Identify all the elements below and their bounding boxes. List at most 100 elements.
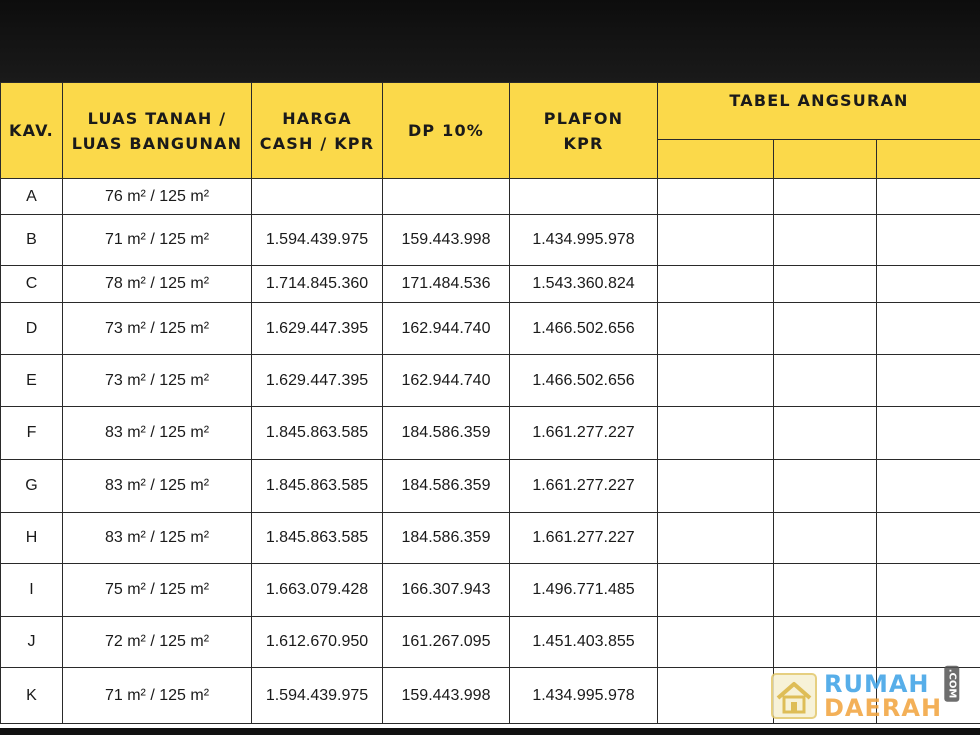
- cell-angsuran-1: [657, 616, 774, 668]
- cell-angsuran-3: [875, 265, 980, 303]
- header-luas-line2: LUAS BANGUNAN: [71, 133, 243, 153]
- watermark-logo: RUMAH DAERAH .COM: [770, 665, 970, 724]
- cell-kav: E: [0, 354, 63, 407]
- header-angsuran-sub-3: [875, 139, 980, 179]
- cell-harga: [251, 178, 383, 215]
- top-dark-band: [0, 0, 980, 82]
- header-luas: LUAS TANAH / LUAS BANGUNAN: [62, 82, 252, 179]
- header-angsuran-sub-1: [657, 139, 774, 179]
- cell-angsuran-3: [875, 459, 980, 513]
- cell-angsuran-1: [657, 302, 774, 355]
- price-table: KAV. LUAS TANAH / LUAS BANGUNAN HARGA CA…: [0, 82, 980, 724]
- cell-angsuran-2: [773, 512, 877, 564]
- cell-angsuran-1: [657, 214, 774, 266]
- table-row: H 83 m² / 125 m² 1.845.863.585 184.586.359 1…: [0, 512, 980, 564]
- cell-plafon: 1.661.277.227: [509, 459, 658, 513]
- house-icon: [771, 673, 817, 719]
- header-harga-line1: HARGA: [282, 108, 352, 128]
- cell-luas: 71 m² / 125 m²: [62, 667, 252, 724]
- cell-plafon: [509, 178, 658, 215]
- watermark-text: RUMAH DAERAH: [824, 672, 942, 720]
- header-angsuran-sub-2: [773, 139, 877, 179]
- cell-angsuran-1: [657, 563, 774, 617]
- cell-harga: 1.594.439.975: [251, 667, 383, 724]
- watermark-rumah: RUMAH: [824, 670, 930, 698]
- cell-angsuran-3: [875, 214, 980, 266]
- cell-harga: 1.629.447.395: [251, 354, 383, 407]
- table-row: I 75 m² / 125 m² 1.663.079.428 166.307.943 1…: [0, 563, 980, 617]
- price-sheet: KAV. LUAS TANAH / LUAS BANGUNAN HARGA CA…: [0, 82, 980, 728]
- cell-dp: 184.586.359: [382, 512, 510, 564]
- header-tabel-angsuran: TABEL ANGSURAN: [656, 82, 980, 140]
- cell-dp: [382, 178, 510, 215]
- cell-angsuran-2: [773, 302, 877, 355]
- header-harga: HARGA CASH / KPR: [251, 82, 383, 179]
- cell-harga: 1.845.863.585: [251, 406, 383, 460]
- table-body: A 76 m² / 125 m² B 71 m² / 125 m² 1.594.439.…: [0, 178, 980, 724]
- cell-dp: 162.944.740: [382, 302, 510, 355]
- cell-angsuran-2: [773, 214, 877, 266]
- cell-angsuran-2: [773, 406, 877, 460]
- cell-kav: H: [0, 512, 63, 564]
- cell-luas: 72 m² / 125 m²: [62, 616, 252, 668]
- cell-kav: G: [0, 459, 63, 513]
- cell-luas: 73 m² / 125 m²: [62, 302, 252, 355]
- table-row: C 78 m² / 125 m² 1.714.845.360 171.484.536 1…: [0, 265, 980, 303]
- cell-dp: 184.586.359: [382, 406, 510, 460]
- cell-plafon: 1.434.995.978: [509, 214, 658, 266]
- cell-luas: 83 m² / 125 m²: [62, 406, 252, 460]
- table-row: J 72 m² / 125 m² 1.612.670.950 161.267.095 1…: [0, 616, 980, 668]
- cell-angsuran-1: [657, 459, 774, 513]
- cell-harga: 1.845.863.585: [251, 512, 383, 564]
- cell-plafon: 1.466.502.656: [509, 354, 658, 407]
- table-row: K 71 m² / 125 m² 1.594.439.975 159.443.998 1…: [0, 667, 980, 724]
- cell-plafon: 1.451.403.855: [509, 616, 658, 668]
- watermark-com: .COM: [944, 665, 960, 702]
- cell-luas: 83 m² / 125 m²: [62, 512, 252, 564]
- header-plafon-line2: KPR: [563, 133, 604, 153]
- cell-luas: 76 m² / 125 m²: [62, 178, 252, 215]
- cell-luas: 75 m² / 125 m²: [62, 563, 252, 617]
- cell-angsuran-1: [657, 512, 774, 564]
- cell-dp: 166.307.943: [382, 563, 510, 617]
- cell-kav: F: [0, 406, 63, 460]
- cell-angsuran-3: [875, 354, 980, 407]
- cell-harga: 1.663.079.428: [251, 563, 383, 617]
- cell-angsuran-1: [657, 178, 774, 215]
- cell-plafon: 1.661.277.227: [509, 512, 658, 564]
- header-harga-line2: CASH / KPR: [259, 133, 375, 153]
- cell-plafon: 1.496.771.485: [509, 563, 658, 617]
- header-kav: KAV.: [0, 82, 63, 179]
- cell-plafon: 1.466.502.656: [509, 302, 658, 355]
- cell-luas: 78 m² / 125 m²: [62, 265, 252, 303]
- cell-kav: B: [0, 214, 63, 266]
- cell-kav: D: [0, 302, 63, 355]
- table-row: D 73 m² / 125 m² 1.629.447.395 162.944.740 1…: [0, 302, 980, 355]
- cell-angsuran-1: [657, 667, 774, 724]
- cell-dp: 161.267.095: [382, 616, 510, 668]
- cell-angsuran-2: [773, 616, 877, 668]
- cell-plafon: 1.661.277.227: [509, 406, 658, 460]
- cell-angsuran-1: [657, 265, 774, 303]
- cell-angsuran-3: [875, 302, 980, 355]
- cell-angsuran-2: [773, 459, 877, 513]
- cell-kav: K: [0, 667, 63, 724]
- cell-angsuran-3: [875, 406, 980, 460]
- cell-harga: 1.845.863.585: [251, 459, 383, 513]
- cell-angsuran-3: [875, 512, 980, 564]
- cell-angsuran-1: [657, 406, 774, 460]
- cell-luas: 83 m² / 125 m²: [62, 459, 252, 513]
- cell-dp: 159.443.998: [382, 214, 510, 266]
- cell-luas: 73 m² / 125 m²: [62, 354, 252, 407]
- bottom-dark-band: [0, 728, 980, 735]
- cell-harga: 1.594.439.975: [251, 214, 383, 266]
- cell-harga: 1.629.447.395: [251, 302, 383, 355]
- cell-angsuran-1: [657, 354, 774, 407]
- cell-kav: J: [0, 616, 63, 668]
- watermark-daerah: DAERAH: [824, 694, 943, 722]
- cell-plafon: 1.543.360.824: [509, 265, 658, 303]
- cell-dp: 159.443.998: [382, 667, 510, 724]
- cell-angsuran-2: [773, 178, 877, 215]
- cell-kav: C: [0, 265, 63, 303]
